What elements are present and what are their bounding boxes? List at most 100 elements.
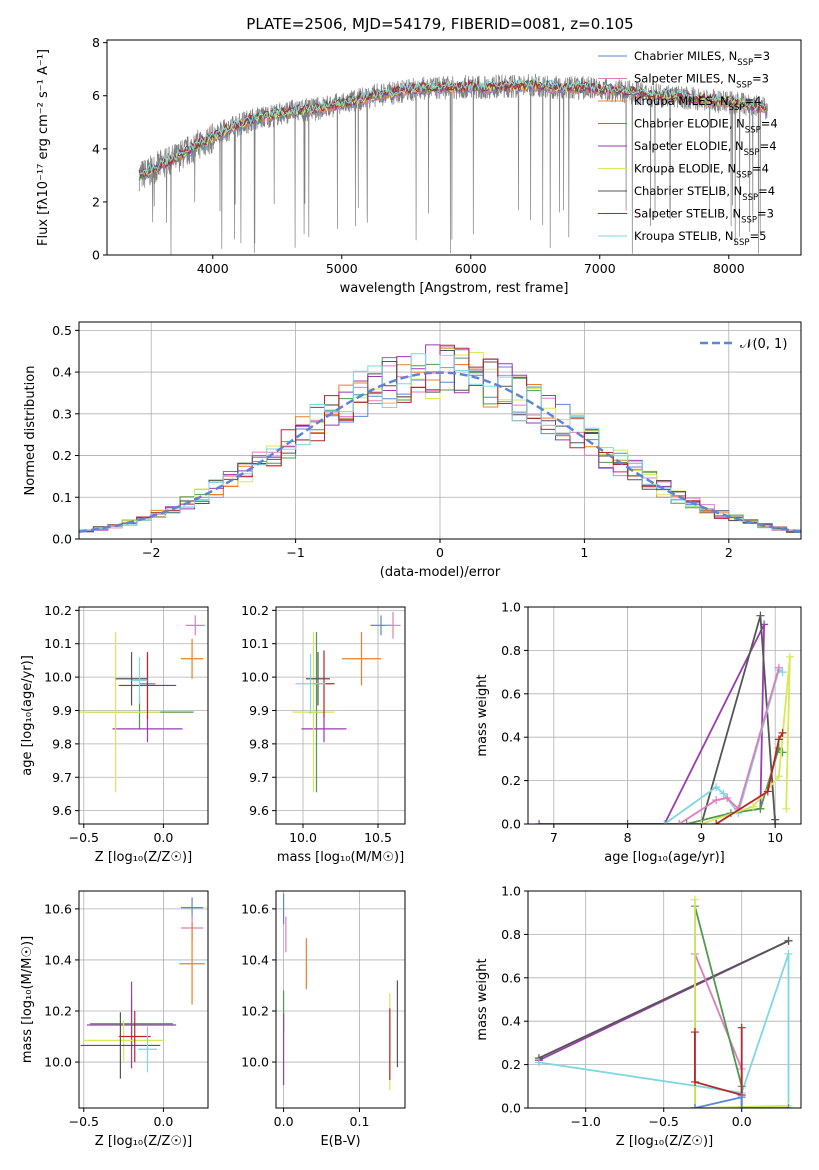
y-tick-label: 10.0 — [241, 1055, 269, 1070]
legend-sub: SSP — [744, 148, 760, 158]
errorbar-point — [112, 715, 183, 743]
y-tick-label: 10.0 — [241, 670, 269, 685]
weight-line — [694, 953, 743, 1108]
legend-name: Salpeter ELODIE, N — [634, 139, 744, 153]
x-tick-label: 7000 — [584, 261, 616, 276]
y-tick-label: 9.8 — [249, 736, 269, 751]
y-tick-label: 0.4 — [501, 730, 521, 745]
x-tick-label: 10.0 — [289, 830, 317, 845]
errorbar-point — [118, 652, 177, 719]
weight-marker — [712, 796, 721, 805]
weight-marker — [690, 1028, 699, 1037]
legend-label: Chabrier ELODIE, NSSP=4 — [634, 117, 778, 136]
x-tick-label: 0.0 — [274, 1114, 294, 1129]
weight-marker — [749, 802, 758, 811]
legend-label: Kroupa ELODIE, NSSP=4 — [634, 162, 769, 181]
y-tick-label: 2 — [92, 194, 100, 209]
y-tick-label: 1.0 — [501, 884, 521, 899]
legend-name: Salpeter MILES, N — [634, 72, 736, 86]
weight-line — [678, 667, 780, 824]
y-tick-label: 0.0 — [501, 1101, 521, 1116]
weight-marker — [756, 804, 765, 813]
y-axis-label: age [log₁₀(age/yr)] — [20, 655, 35, 776]
weight-marker — [712, 820, 721, 824]
y-tick-label: 9.8 — [52, 736, 72, 751]
x-tick-label: −0.5 — [69, 1114, 99, 1129]
x-axis-label: Z [log₁₀(Z/Z☉)] — [95, 850, 192, 865]
legend-value: =4 — [752, 162, 769, 176]
errorbar-point — [295, 653, 326, 714]
y-tick-label: 0.5 — [52, 323, 72, 338]
weight-marker — [784, 949, 793, 958]
legend-sub: SSP — [736, 81, 752, 91]
y-tick-label: 9.9 — [249, 703, 269, 718]
errorbar-point — [180, 897, 204, 918]
plot-area — [79, 615, 205, 793]
y-tick-label: 6 — [92, 88, 100, 103]
axes-frame — [527, 890, 802, 1109]
x-tick-label: −0.5 — [649, 1114, 679, 1129]
x-axis-label: age [log₁₀(age/yr)] — [604, 850, 725, 865]
weight-marker — [737, 1023, 746, 1032]
y-tick-label: 0.4 — [52, 365, 72, 380]
legend-value: =3 — [757, 207, 774, 221]
errorbar-point — [79, 632, 161, 793]
y-tick-label: 0.0 — [501, 817, 521, 832]
weight-marker — [712, 783, 721, 792]
errorbar-point — [301, 715, 347, 743]
x-tick-label: 1 — [580, 545, 588, 560]
weight-marker — [737, 1093, 746, 1102]
errorbar-point — [385, 612, 401, 639]
legend-label: Salpeter STELIB, NSSP=3 — [634, 207, 774, 226]
x-tick-label: 0.0 — [153, 830, 173, 845]
weight-marker — [785, 652, 794, 661]
legend-sub: SSP — [729, 103, 745, 113]
y-tick-label: 10.6 — [241, 901, 269, 916]
axes-frame — [527, 606, 802, 825]
x-tick-label: 5000 — [326, 261, 358, 276]
weight-marker — [771, 815, 780, 824]
spectrum-model-line — [138, 77, 767, 176]
weight-line — [701, 656, 791, 824]
weight-marker — [690, 1077, 699, 1086]
y-tick-label: 10.2 — [241, 1003, 269, 1018]
x-tick-label: 2 — [725, 545, 733, 560]
plot-area — [535, 611, 794, 824]
y-tick-label: 10.2 — [44, 1003, 72, 1018]
panel-weight_vs_Z: −1.0 −0.5 0.0 0.0 0.2 0.4 0.6 0.8 1.0 Z [log₁₀(Z/… — [475, 884, 802, 1149]
legend-label: Chabrier MILES, NSSP=3 — [634, 49, 770, 68]
figure-title: PLATE=2506, MJD=54179, FIBERID=0081, z=0… — [246, 15, 633, 33]
legend-name: Chabrier MILES, N — [634, 49, 737, 63]
x-tick-label: 9 — [697, 830, 705, 845]
y-tick-label: 10.6 — [44, 901, 72, 916]
legend-name: Kroupa STELIB, N — [634, 229, 734, 243]
x-tick-label: −0.5 — [69, 830, 99, 845]
weight-marker — [778, 728, 787, 737]
weight-marker — [682, 820, 691, 824]
weight-marker — [534, 1058, 543, 1067]
weight-marker — [535, 820, 544, 824]
legend-name: Kroupa MILES, N — [634, 94, 729, 108]
x-tick-label: −1.0 — [571, 1114, 601, 1129]
x-axis-label: E(B-V) — [320, 1134, 360, 1149]
legend-sub: SSP — [734, 238, 750, 248]
legend-label: 𝒩(0, 1) — [740, 337, 787, 352]
histogram-step — [79, 353, 801, 534]
weight-line — [694, 899, 789, 1108]
legend-label: Chabrier STELIB, NSSP=4 — [634, 184, 775, 203]
y-tick-label: 0.2 — [501, 1057, 521, 1072]
panel-age_vs_Z: −0.5 0.0 9.6 9.7 9.8 9.9 10.0 10.1 10.2 Z [log₁₀(… — [20, 603, 209, 865]
y-tick-label: 10.2 — [44, 603, 72, 618]
errorbar-point — [342, 632, 381, 686]
x-tick-label: 6000 — [455, 261, 487, 276]
y-axis-label: mass weight — [475, 958, 490, 1040]
weight-line — [694, 1027, 743, 1097]
x-tick-label: −2 — [142, 545, 160, 560]
weight-marker — [723, 793, 732, 802]
legend-value: =4 — [761, 117, 778, 131]
legend-value: =4 — [760, 139, 777, 153]
panel-mass_vs_ebv: 0.0 0.1 10.0 10.2 10.4 10.6 E(B-V) — [241, 890, 406, 1149]
plot-area — [79, 344, 801, 534]
weight-marker — [763, 787, 772, 796]
legend-name: Chabrier STELIB, N — [634, 184, 742, 198]
